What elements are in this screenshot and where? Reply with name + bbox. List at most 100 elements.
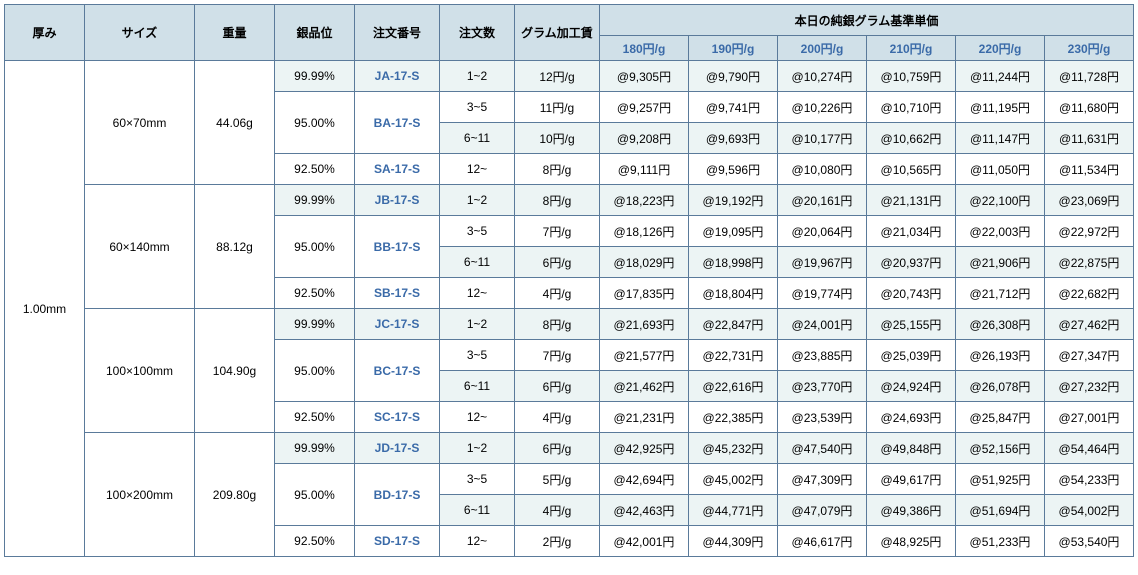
price-cell: @22,100円 [956,185,1045,216]
header-thickness: 厚み [5,5,85,61]
price-cell: @21,906円 [956,247,1045,278]
purity-cell: 92.50% [275,154,355,185]
price-cell: @45,232円 [689,433,778,464]
price-cell: @49,617円 [867,464,956,495]
order-number-cell[interactable]: JA-17-S [355,61,440,92]
price-cell: @11,534円 [1045,154,1134,185]
price-table: 厚み サイズ 重量 銀品位 注文番号 注文数 グラム加工賃 本日の純銀グラム基準… [4,4,1134,557]
qty-cell: 1~2 [440,61,515,92]
order-number-cell[interactable]: SA-17-S [355,154,440,185]
size-cell: 60×140mm [85,185,195,309]
qty-cell: 6~11 [440,247,515,278]
table-body: 1.00mm60×70mm44.06g99.99%JA-17-S1~212円/g… [5,61,1134,557]
header-order-no: 注文番号 [355,5,440,61]
order-number-cell[interactable]: SC-17-S [355,402,440,433]
purity-cell: 92.50% [275,402,355,433]
qty-cell: 3~5 [440,216,515,247]
price-cell: @54,464円 [1045,433,1134,464]
price-cell: @26,308円 [956,309,1045,340]
order-number-cell[interactable]: JC-17-S [355,309,440,340]
price-cell: @19,774円 [778,278,867,309]
price-cell: @10,080円 [778,154,867,185]
purity-cell: 99.99% [275,309,355,340]
price-cell: @10,226円 [778,92,867,123]
order-number-cell[interactable]: SB-17-S [355,278,440,309]
price-cell: @22,847円 [689,309,778,340]
qty-cell: 12~ [440,526,515,557]
price-cell: @52,156円 [956,433,1045,464]
order-number-cell[interactable]: SD-17-S [355,526,440,557]
price-cell: @54,002円 [1045,495,1134,526]
price-cell: @21,034円 [867,216,956,247]
purity-cell: 95.00% [275,340,355,402]
price-cell: @11,244円 [956,61,1045,92]
price-cell: @51,233円 [956,526,1045,557]
price-cell: @11,050円 [956,154,1045,185]
header-price-col: 190円/g [689,36,778,61]
weight-cell: 44.06g [195,61,275,185]
order-number-cell[interactable]: JD-17-S [355,433,440,464]
header-size: サイズ [85,5,195,61]
price-cell: @25,039円 [867,340,956,371]
qty-cell: 1~2 [440,185,515,216]
price-cell: @44,309円 [689,526,778,557]
header-qty: 注文数 [440,5,515,61]
qty-cell: 3~5 [440,464,515,495]
order-number-cell[interactable]: BA-17-S [355,92,440,154]
price-cell: @10,177円 [778,123,867,154]
weight-cell: 88.12g [195,185,275,309]
header-price-col: 220円/g [956,36,1045,61]
proc-fee-cell: 11円/g [515,92,600,123]
order-number-cell[interactable]: BD-17-S [355,464,440,526]
proc-fee-cell: 5円/g [515,464,600,495]
proc-fee-cell: 8円/g [515,309,600,340]
proc-fee-cell: 7円/g [515,340,600,371]
price-cell: @24,924円 [867,371,956,402]
header-price-col: 200円/g [778,36,867,61]
price-cell: @47,540円 [778,433,867,464]
price-cell: @19,192円 [689,185,778,216]
price-cell: @22,003円 [956,216,1045,247]
price-cell: @18,223円 [600,185,689,216]
order-number-cell[interactable]: BB-17-S [355,216,440,278]
purity-cell: 95.00% [275,92,355,154]
price-cell: @23,069円 [1045,185,1134,216]
price-cell: @47,079円 [778,495,867,526]
table-row: 1.00mm60×70mm44.06g99.99%JA-17-S1~212円/g… [5,61,1134,92]
proc-fee-cell: 4円/g [515,402,600,433]
price-cell: @25,155円 [867,309,956,340]
price-cell: @26,193円 [956,340,1045,371]
purity-cell: 92.50% [275,278,355,309]
price-cell: @49,848円 [867,433,956,464]
proc-fee-cell: 7円/g [515,216,600,247]
purity-cell: 99.99% [275,433,355,464]
weight-cell: 104.90g [195,309,275,433]
order-number-cell[interactable]: BC-17-S [355,340,440,402]
price-cell: @49,386円 [867,495,956,526]
size-cell: 100×100mm [85,309,195,433]
header-price-col: 180円/g [600,36,689,61]
qty-cell: 6~11 [440,371,515,402]
price-cell: @22,875円 [1045,247,1134,278]
price-cell: @9,741円 [689,92,778,123]
price-cell: @42,001円 [600,526,689,557]
price-cell: @21,131円 [867,185,956,216]
qty-cell: 1~2 [440,433,515,464]
price-cell: @20,743円 [867,278,956,309]
price-cell: @10,565円 [867,154,956,185]
price-cell: @21,577円 [600,340,689,371]
proc-fee-cell: 6円/g [515,247,600,278]
price-cell: @9,208円 [600,123,689,154]
proc-fee-cell: 12円/g [515,61,600,92]
proc-fee-cell: 2円/g [515,526,600,557]
price-cell: @47,309円 [778,464,867,495]
header-price-col: 210円/g [867,36,956,61]
qty-cell: 6~11 [440,495,515,526]
price-cell: @23,539円 [778,402,867,433]
price-cell: @24,001円 [778,309,867,340]
proc-fee-cell: 4円/g [515,278,600,309]
proc-fee-cell: 6円/g [515,371,600,402]
order-number-cell[interactable]: JB-17-S [355,185,440,216]
thickness-cell: 1.00mm [5,61,85,557]
qty-cell: 3~5 [440,92,515,123]
